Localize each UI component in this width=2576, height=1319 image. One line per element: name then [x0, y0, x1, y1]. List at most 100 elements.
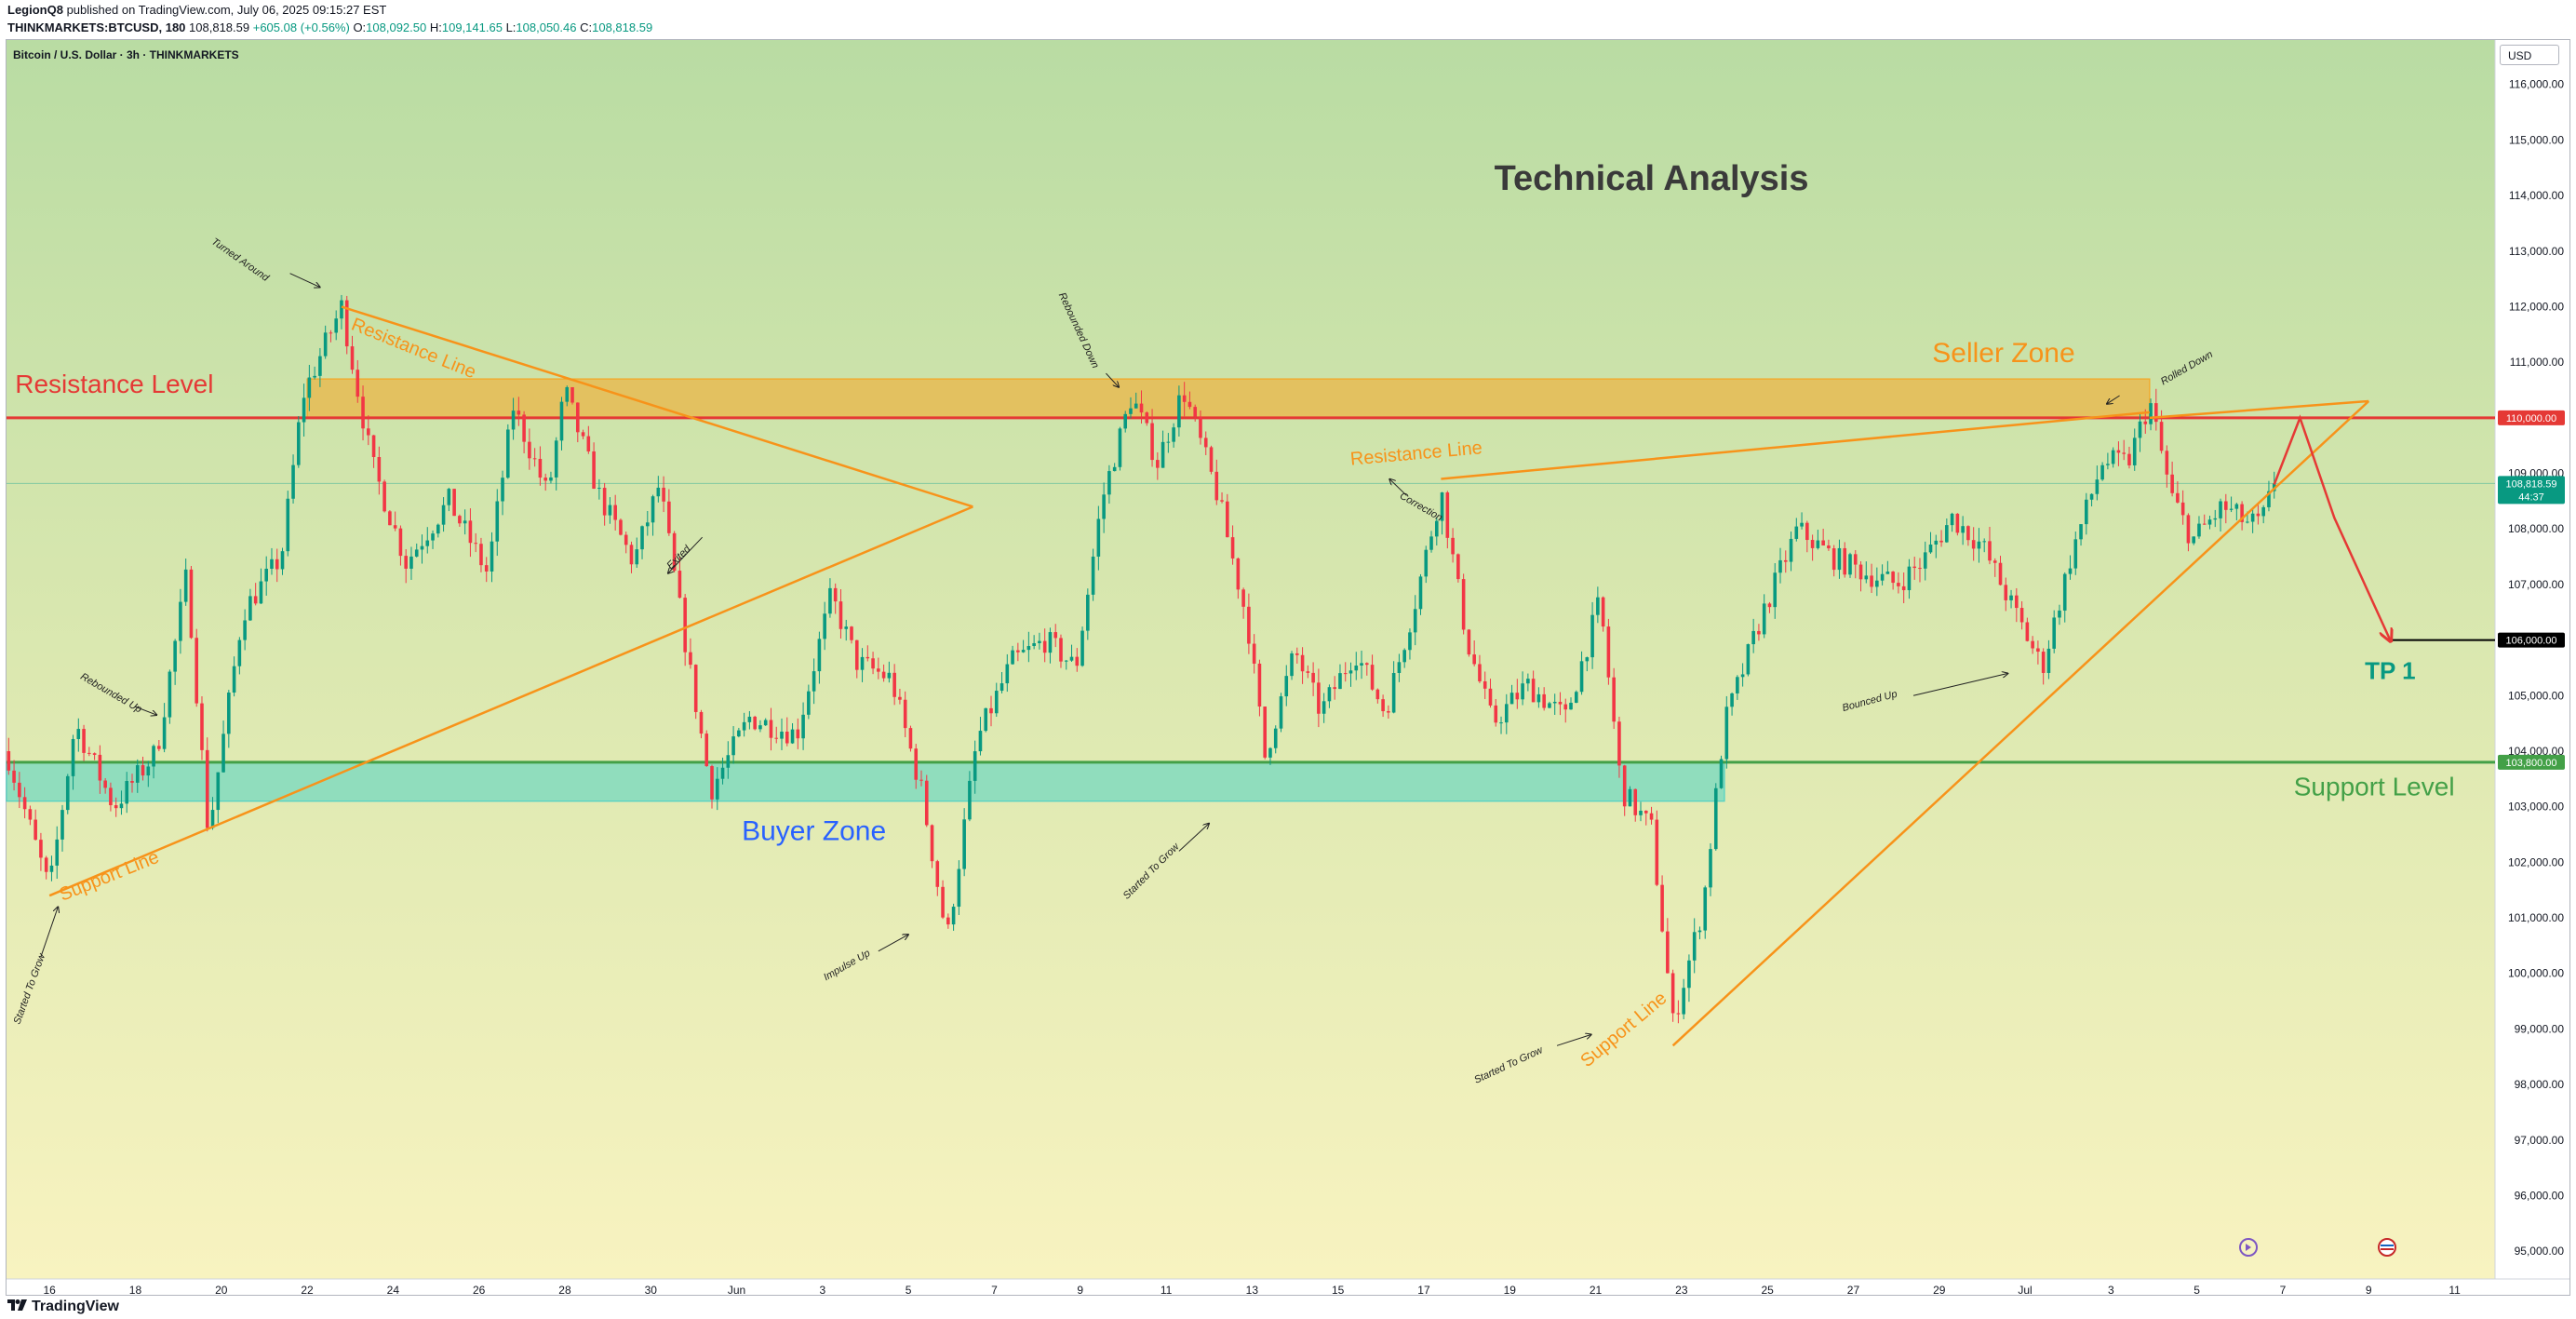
symbol-name: THINKMARKETS:BTCUSD, 180 — [7, 20, 186, 34]
candle-body — [135, 765, 140, 783]
y-tick-label: 96,000.00 — [2515, 1189, 2565, 1202]
candle-body — [221, 734, 225, 773]
candle-body — [881, 671, 886, 679]
candle-body — [1736, 677, 1739, 693]
candle-body — [152, 746, 155, 767]
candle-body — [1273, 728, 1278, 748]
candle-body — [1955, 513, 1960, 533]
candle-body — [1000, 683, 1004, 692]
publish-info: published on TradingView.com, July 06, 2… — [66, 3, 387, 17]
candle-body — [1858, 564, 1863, 580]
candle-body — [1628, 788, 1632, 807]
candle-body — [850, 626, 853, 640]
candle-body — [2240, 504, 2244, 522]
candle-body — [731, 736, 735, 756]
candle-body — [619, 519, 623, 535]
high-value: 109,141.65 — [441, 20, 503, 34]
candle-body — [388, 511, 392, 526]
candle-body — [994, 691, 999, 714]
candle-body — [629, 545, 634, 565]
candle-body — [1982, 541, 1987, 543]
candle-body — [989, 707, 993, 714]
candle-body — [404, 556, 408, 569]
open-label: O: — [353, 20, 367, 34]
x-tick-label: 9 — [1077, 1284, 1083, 1297]
candle-body — [973, 751, 977, 781]
candle-body — [984, 707, 988, 732]
candle-body — [398, 528, 403, 557]
candle-body — [227, 693, 231, 734]
candle-body — [554, 440, 558, 478]
candle-body — [640, 526, 644, 550]
candle-body — [350, 346, 355, 370]
candle-body — [65, 775, 70, 811]
candle-body — [1381, 699, 1385, 712]
replay-icon[interactable] — [2239, 1238, 2258, 1257]
candle-body — [179, 601, 182, 641]
x-tick-label: 3 — [820, 1284, 826, 1297]
price-axis-background — [2495, 40, 2569, 1279]
publish-header: LegionQ8 published on TradingView.com, J… — [0, 0, 2576, 37]
candle-body — [1478, 664, 1482, 681]
candle-body — [1402, 650, 1406, 663]
y-tick-label: 114,000.00 — [2509, 189, 2564, 202]
time-axis[interactable]: 16 18 20 22 24 26 28 30 Jun 3 5 7 9 11 13 15 17 19 21 23 25 2… — [43, 1284, 2461, 1297]
candle-body — [1740, 674, 1745, 678]
candle-body — [168, 671, 172, 718]
candle-body — [2138, 421, 2142, 438]
candle-body — [1354, 666, 1359, 671]
candle-body — [1134, 403, 1138, 409]
candle-body — [2095, 479, 2100, 494]
candle-body — [1563, 704, 1568, 710]
chart-frame[interactable] — [6, 39, 2570, 1296]
candle-body — [597, 488, 601, 490]
candle-body — [704, 734, 709, 767]
candle-body — [1558, 701, 1563, 705]
x-tick-label: 15 — [1332, 1284, 1345, 1297]
annotation-arrow — [289, 273, 320, 288]
candle-body — [259, 581, 263, 604]
y-tick-label: 113,000.00 — [2509, 245, 2564, 258]
candle-body — [908, 728, 913, 749]
candle-body — [817, 639, 822, 672]
candle-body — [1252, 643, 1256, 664]
candle-body — [667, 501, 671, 533]
candle-body — [678, 571, 682, 599]
candle-body — [935, 861, 940, 887]
candle-body — [1692, 932, 1697, 961]
candle-body — [1531, 679, 1536, 703]
low-value: 108,050.46 — [516, 20, 577, 34]
candle-body — [468, 520, 473, 544]
candle-body — [49, 865, 54, 872]
candle-body — [1977, 541, 1981, 549]
candle-body — [543, 478, 547, 481]
candle-body — [28, 809, 33, 820]
candle-body — [1730, 693, 1734, 707]
annotation-arrow — [1178, 824, 1209, 852]
candle-body — [1048, 632, 1053, 653]
candle-body — [1998, 562, 2003, 585]
candle-body — [769, 720, 773, 738]
candle-body — [1579, 661, 1584, 693]
currency-selector[interactable]: USD — [2500, 45, 2559, 65]
flag-icon[interactable] — [2378, 1238, 2396, 1257]
y-tick-label: 116,000.00 — [2509, 78, 2564, 91]
footer — [0, 1296, 2576, 1319]
candle-body — [2267, 491, 2271, 507]
candle-body — [1509, 693, 1514, 705]
candle-body — [1139, 403, 1144, 413]
candle-body — [1209, 447, 1214, 472]
candle-body — [699, 711, 704, 734]
candle-body — [1429, 536, 1433, 550]
candle-body — [1488, 688, 1493, 706]
zones-layer — [6, 378, 2151, 802]
candle-body — [2207, 519, 2212, 525]
tradingview-logo[interactable]: TradingView — [7, 1299, 119, 1315]
candle-body — [270, 559, 274, 570]
candle-body — [877, 668, 880, 672]
candle-body — [1880, 573, 1885, 581]
candle-body — [2154, 403, 2158, 423]
candle-body — [2159, 422, 2164, 451]
publisher-name[interactable]: LegionQ8 — [7, 3, 63, 17]
